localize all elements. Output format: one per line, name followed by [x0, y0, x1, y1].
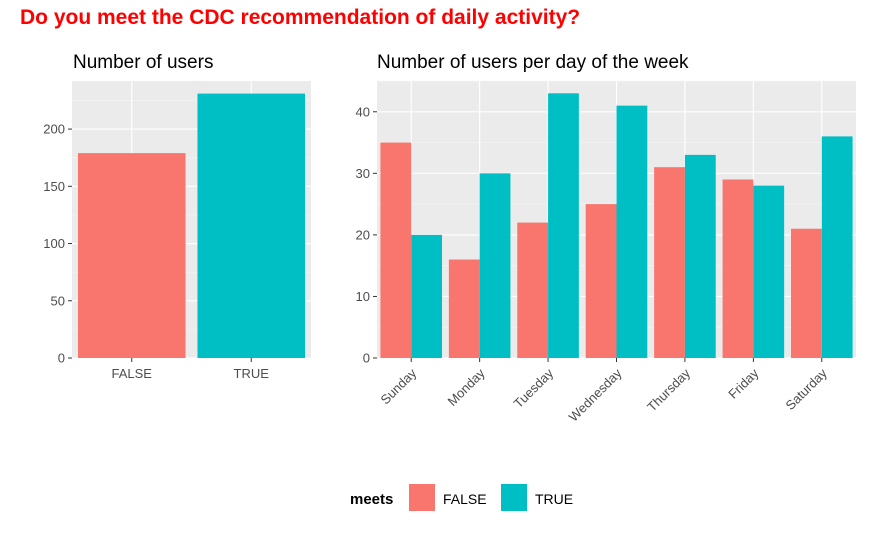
bar-friday-true [753, 185, 785, 358]
x-tick-label: Monday [444, 365, 488, 409]
y-tick-label: 0 [363, 351, 370, 366]
bar-thursday-true [684, 154, 716, 358]
bar-tuesday-true [548, 93, 579, 359]
x-tick-label: Wednesday [566, 365, 625, 424]
x-tick-label: Thursday [644, 365, 693, 414]
bar-sunday-true [411, 234, 443, 358]
bar-saturday-false [790, 228, 822, 358]
legend-key-true [501, 484, 527, 511]
y-tick-label: 50 [51, 293, 65, 308]
y-tick-label: 100 [43, 236, 65, 251]
bar-thursday-false [654, 167, 685, 358]
x-tick-label: Tuesday [511, 365, 557, 411]
x-tick-label: TRUE [234, 366, 270, 381]
legend: meets FALSE TRUE [350, 484, 573, 511]
legend-label-false: FALSE [443, 491, 487, 507]
x-tick-label: Friday [725, 365, 761, 401]
bar-false [77, 153, 186, 358]
bar-friday-false [722, 179, 754, 358]
left-panel-title: Number of users [73, 52, 213, 73]
y-tick-label: 150 [43, 179, 65, 194]
users-per-day-panel: Number of users per day of the week 0 10 2… [356, 52, 856, 425]
y-tick-label: 40 [356, 104, 370, 119]
x-tick-label: Saturday [782, 365, 830, 413]
legend-title: meets [350, 491, 393, 508]
x-tick-label: FALSE [112, 366, 153, 381]
bar-sunday-false [380, 142, 412, 358]
bar-true [197, 93, 306, 358]
users-total-panel: Number of users 0 50 100 150 200 FALSE TRUE [43, 52, 311, 381]
y-tick-label: 10 [356, 289, 370, 304]
legend-label-true: TRUE [535, 491, 573, 507]
y-tick-label: 200 [43, 122, 65, 137]
bar-monday-false [448, 259, 480, 358]
y-tick-label: 0 [58, 351, 65, 366]
bar-tuesday-false [517, 222, 549, 358]
bar-wednesday-false [585, 204, 617, 358]
bar-wednesday-true [616, 105, 648, 358]
y-tick-label: 20 [356, 227, 370, 242]
figure-title: Do you meet the CDC recommendation of da… [20, 6, 581, 29]
y-tick-label: 30 [356, 166, 370, 181]
bar-saturday-true [821, 136, 853, 358]
bar-monday-true [479, 173, 511, 358]
x-tick-label: Sunday [378, 365, 420, 407]
legend-key-false [409, 484, 435, 511]
right-panel-title: Number of users per day of the week [377, 52, 689, 73]
